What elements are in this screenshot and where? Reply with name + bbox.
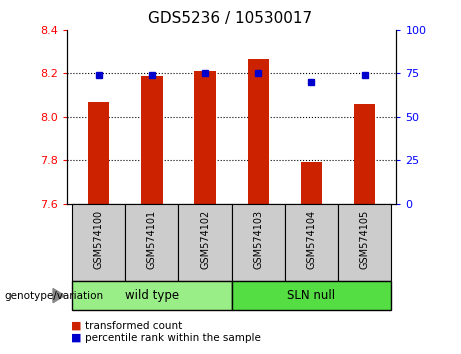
- FancyBboxPatch shape: [72, 281, 231, 310]
- FancyBboxPatch shape: [125, 204, 178, 281]
- Text: GSM574102: GSM574102: [200, 210, 210, 269]
- Text: ■: ■: [71, 333, 82, 343]
- Bar: [248, 59, 269, 204]
- Text: percentile rank within the sample: percentile rank within the sample: [85, 333, 261, 343]
- FancyBboxPatch shape: [231, 204, 285, 281]
- FancyBboxPatch shape: [72, 204, 125, 281]
- Text: wild type: wild type: [125, 289, 179, 302]
- Text: GSM574100: GSM574100: [94, 210, 104, 269]
- Bar: [354, 104, 375, 204]
- Text: GSM574103: GSM574103: [253, 210, 263, 269]
- Text: GSM574101: GSM574101: [147, 210, 157, 269]
- Bar: [88, 102, 109, 204]
- Text: GSM574105: GSM574105: [360, 210, 370, 269]
- Bar: [195, 71, 216, 204]
- Text: GDS5236 / 10530017: GDS5236 / 10530017: [148, 11, 313, 25]
- Text: ■: ■: [71, 321, 82, 331]
- Bar: [141, 76, 163, 204]
- Bar: [301, 162, 322, 204]
- FancyBboxPatch shape: [178, 204, 231, 281]
- Text: transformed count: transformed count: [85, 321, 183, 331]
- Text: genotype/variation: genotype/variation: [5, 291, 104, 301]
- Text: SLN null: SLN null: [287, 289, 336, 302]
- FancyBboxPatch shape: [231, 281, 391, 310]
- FancyBboxPatch shape: [338, 204, 391, 281]
- FancyBboxPatch shape: [285, 204, 338, 281]
- Text: GSM574104: GSM574104: [307, 210, 316, 269]
